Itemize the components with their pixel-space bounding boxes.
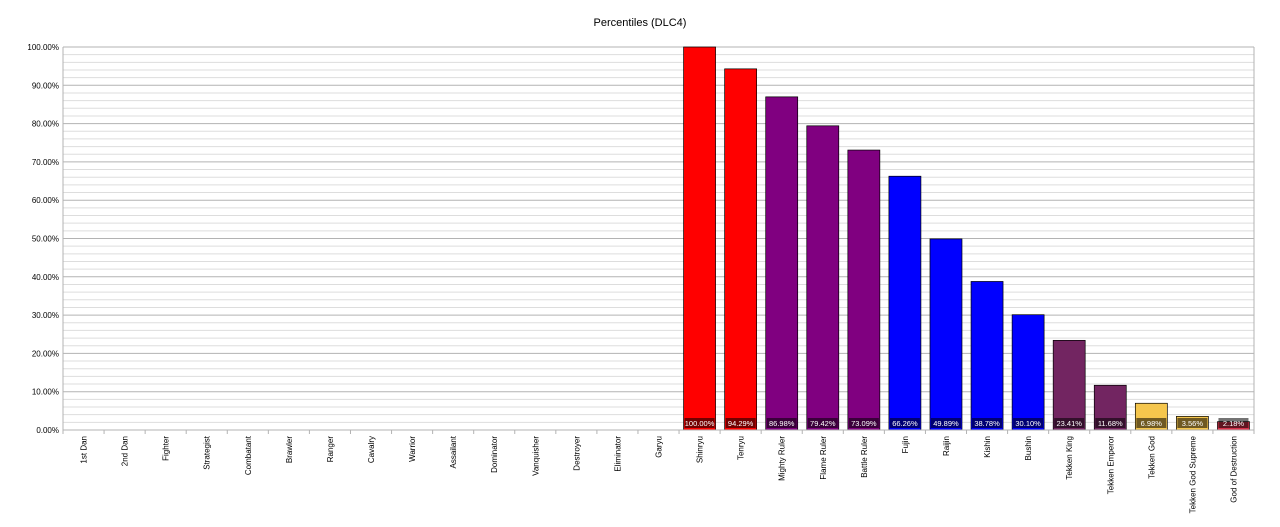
x-tick-label: Tenryu bbox=[737, 436, 746, 460]
bar bbox=[970, 281, 1004, 431]
data-label-background bbox=[1013, 418, 1044, 428]
data-label-background bbox=[972, 418, 1003, 428]
data-label: 94.29% bbox=[728, 419, 754, 428]
x-tick-label: 1st Dan bbox=[80, 436, 89, 464]
x-tick-label: Destroyer bbox=[572, 436, 581, 471]
data-label-background bbox=[1177, 418, 1208, 428]
y-axis: 0.00% 10.00% 20.00% 30.00% 40.00% 50.00% 60.00… bbox=[27, 43, 59, 435]
data-label-background bbox=[848, 418, 879, 428]
bar bbox=[806, 125, 840, 431]
x-tick-label: 2nd Dan bbox=[121, 436, 130, 466]
x-tick-label: Warrior bbox=[408, 436, 417, 462]
x-tick-label: Garyu bbox=[655, 436, 664, 458]
chart-title: Percentiles (DLC4) bbox=[594, 17, 687, 29]
data-label-background bbox=[930, 418, 961, 428]
bar bbox=[765, 96, 799, 431]
data-label: 66.26% bbox=[892, 419, 918, 428]
y-tick-label: 10.00% bbox=[32, 388, 59, 397]
x-tick-label: Tekken God bbox=[1147, 436, 1156, 479]
x-tick-label: Vanquisher bbox=[531, 436, 540, 476]
x-tick-label: Fighter bbox=[162, 436, 171, 461]
data-label: 30.10% bbox=[1015, 419, 1041, 428]
x-tick-label: Mighty Ruler bbox=[778, 436, 787, 481]
y-tick-label: 0.00% bbox=[36, 426, 59, 435]
data-label: 6.98% bbox=[1141, 419, 1163, 428]
data-label: 38.78% bbox=[974, 419, 1000, 428]
x-tick-label: Fujin bbox=[901, 436, 910, 453]
x-tick-label: Eliminator bbox=[613, 436, 622, 472]
bar bbox=[1052, 339, 1086, 431]
data-label-background bbox=[1218, 418, 1249, 428]
data-label: 3.56% bbox=[1182, 419, 1204, 428]
data-label-background bbox=[1054, 418, 1085, 428]
x-tick-label: God of Destruction bbox=[1229, 436, 1238, 503]
x-tick-label: Assailant bbox=[449, 435, 458, 468]
x-tick-label: Kishin bbox=[983, 436, 992, 458]
bar bbox=[724, 68, 757, 431]
x-tick-label: Tekken God Supreme bbox=[1188, 435, 1197, 513]
x-axis: 1st Dan 2nd Dan Fighter Strategist Combatant… bbox=[62, 429, 1255, 513]
x-tick-label: Dominator bbox=[490, 436, 499, 473]
data-label: 79.42% bbox=[810, 419, 836, 428]
x-tick-label: Flame Ruler bbox=[819, 436, 828, 480]
data-label: 11.68% bbox=[1098, 419, 1123, 428]
y-tick-label: 50.00% bbox=[32, 235, 59, 244]
x-tick-label: Raijin bbox=[942, 436, 951, 456]
x-tick-label: Ranger bbox=[326, 436, 335, 463]
data-label-background bbox=[725, 418, 756, 428]
bar bbox=[683, 46, 716, 431]
y-tick-label: 100.00% bbox=[27, 43, 59, 52]
x-tick-label: Strategist bbox=[203, 435, 212, 470]
data-label-background bbox=[1095, 418, 1126, 428]
x-tick-label: Brawler bbox=[285, 436, 294, 463]
data-label: 86.98% bbox=[769, 419, 795, 428]
data-label: 49.89% bbox=[933, 419, 959, 428]
data-label: 100.00% bbox=[685, 419, 715, 428]
x-tick-label: Shinryu bbox=[696, 436, 705, 463]
data-label-background bbox=[766, 418, 797, 428]
x-tick-label: Tekken Emperor bbox=[1106, 436, 1115, 495]
x-tick-label: Cavalry bbox=[367, 436, 376, 463]
y-tick-label: 90.00% bbox=[32, 81, 59, 90]
bar bbox=[847, 149, 881, 431]
y-tick-label: 70.00% bbox=[32, 158, 59, 167]
x-tick-label: Combatant bbox=[244, 435, 253, 475]
y-tick-label: 60.00% bbox=[32, 196, 59, 205]
y-tick-label: 30.00% bbox=[32, 311, 59, 320]
bar bbox=[888, 175, 922, 431]
data-label-background bbox=[889, 418, 920, 428]
x-tick-label: Tekken King bbox=[1065, 436, 1074, 480]
data-labels: 100.00% 94.29% 86.98% 79.42% 73.09% 66.26% 49.… bbox=[684, 418, 1249, 428]
y-tick-label: 20.00% bbox=[32, 349, 59, 358]
data-label: 73.09% bbox=[851, 419, 877, 428]
data-label-background bbox=[684, 418, 715, 428]
y-tick-label: 40.00% bbox=[32, 273, 59, 282]
data-label-background bbox=[807, 418, 838, 428]
grid-lines bbox=[62, 46, 1255, 431]
y-tick-label: 80.00% bbox=[32, 120, 59, 129]
data-label-background bbox=[1136, 418, 1167, 428]
bar bbox=[929, 238, 963, 431]
bar bbox=[1011, 314, 1045, 431]
data-label: 23.41% bbox=[1056, 419, 1082, 428]
data-label: 2.18% bbox=[1223, 419, 1245, 428]
x-tick-label: Bushin bbox=[1024, 436, 1033, 460]
x-tick-label: Battle Ruler bbox=[860, 436, 869, 478]
